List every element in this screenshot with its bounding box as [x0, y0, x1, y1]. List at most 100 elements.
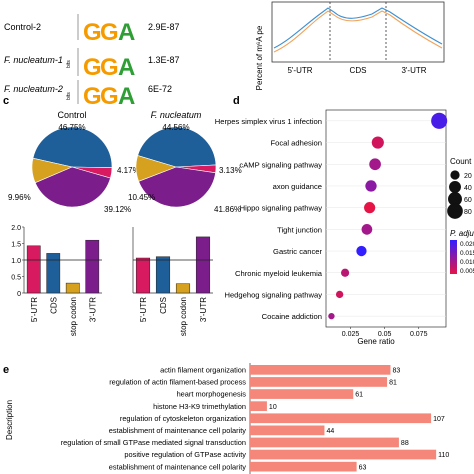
hbar: [250, 449, 437, 460]
bar: [175, 283, 191, 294]
legend-count-label: 60: [464, 197, 472, 204]
pie-label: 41.86%: [214, 205, 241, 214]
hbar-value-label: 44: [326, 428, 334, 435]
hbar-value-label: 10: [269, 404, 277, 411]
hbar-value-label: 83: [392, 368, 400, 375]
hbar-category-label: regulation of actin filament-based proce…: [109, 378, 246, 387]
motif-row-name: Control-2: [4, 22, 41, 32]
metagene-panel: Percent of m⁶A pe 5'-UTR CDS 3'-UTR: [255, 1, 445, 90]
hbar-category-label: histone H3-K9 trimethylation: [153, 402, 246, 411]
hbar-category-label: regulation of small GTPase mediated sign…: [61, 438, 246, 447]
dotplot-category-label: Cocaine addiction: [262, 312, 322, 321]
hbar-category-label: positive regulation of GTPase activity: [124, 450, 246, 459]
bar-category-label: CDS: [49, 297, 58, 314]
dotplot-category-label: axon guidance: [273, 182, 322, 191]
pie-label: 4.17%: [117, 166, 140, 175]
hbar: [250, 401, 267, 411]
hbar-ylabel: Description: [5, 400, 14, 440]
motif-row: F. nucleatum-1 1.3E-87 bits G G A: [4, 48, 180, 81]
bar-tick-label: 0.5: [11, 275, 21, 282]
hbar-value-label: 107: [433, 416, 445, 423]
motif-row-pvalue: 1.3E-87: [148, 55, 180, 65]
pie-slice: [31, 157, 73, 184]
hbar-category-label: heart morphogenesis: [177, 390, 247, 399]
dotplot-category-label: Hippo signaling pathway: [240, 204, 323, 213]
motif-row-name: F. nucleatum-2: [4, 84, 63, 94]
motif-row: F. nucleatum-2 6E-72 bits G G A: [4, 80, 172, 110]
legend-color-label: 0.005: [460, 268, 474, 275]
dotplot-point: [361, 224, 373, 235]
pie-title: F. nucleatum: [151, 110, 202, 120]
bar-tick-label: 1.5: [11, 242, 21, 249]
metagene-region-label: CDS: [350, 66, 367, 75]
bar: [135, 257, 151, 294]
motif-row-name: F. nucleatum-1: [4, 55, 63, 65]
pie-slice: [137, 126, 217, 168]
legend-color-label: 0.010: [460, 259, 474, 266]
hbar-value-label: 110: [438, 452, 449, 459]
bar-tick-label: 1.0: [11, 258, 21, 265]
legend-count-label: 40: [464, 185, 472, 192]
metagene-line-a: [273, 7, 443, 49]
hbar: [250, 365, 391, 375]
metagene-region-label: 3'-UTR: [401, 66, 426, 75]
dotplot-category-label: Herpes simplex virus 1 infection: [215, 117, 322, 126]
dotplot-point: [369, 158, 381, 171]
dotplot-tick-label: 0.025: [342, 331, 360, 338]
dotplot-category-label: Tight junction: [277, 225, 322, 234]
bar-tick-label: 0: [17, 291, 21, 298]
dotplot-point: [365, 180, 377, 192]
hbar: [250, 425, 325, 436]
motif-bits-label: bits: [66, 92, 72, 100]
hbar: [250, 377, 388, 387]
hbar-value-label: 81: [389, 380, 397, 387]
motif-logo-letter-g: G: [100, 54, 119, 81]
dotplot-tick-label: 0.075: [410, 331, 428, 338]
legend-color-title: P. adjust: [450, 229, 474, 238]
legend-count-dot: [447, 203, 463, 219]
dotplot-category-label: cAMP signaling pathway: [239, 160, 322, 169]
bar-category-label: 3'-UTR: [199, 297, 208, 322]
hbar: [250, 389, 354, 399]
bar: [65, 282, 80, 294]
pie-slice: [138, 166, 216, 208]
dotplot-category-label: Focal adhesion: [270, 139, 322, 148]
hbar-value-label: 88: [401, 440, 409, 447]
dotplot-point: [335, 290, 344, 299]
motif-logo-letter-a: A: [118, 19, 135, 46]
hbar-category-label: establishment of maintenance cell polari…: [109, 462, 247, 471]
panel-label-d: d: [233, 95, 240, 107]
bar-tick-label: 2.0: [11, 225, 21, 232]
bar-category-label: stop codon: [179, 297, 188, 336]
hbar: [250, 413, 432, 424]
motif-logo-letter-g: G: [83, 83, 102, 110]
pie-slice: [34, 166, 111, 208]
hbar-category-label: regulation of cytoskeleton organization: [120, 414, 246, 423]
pie-title: Control: [57, 110, 86, 120]
panel-e: Description actin filament organization 83…: [5, 363, 449, 474]
dotplot-category-label: Hedgehog signaling pathway: [224, 290, 322, 299]
dotplot-frame: [325, 109, 447, 328]
pie-label: 39.12%: [104, 205, 131, 214]
dotplot-point: [371, 136, 384, 149]
dotplot-category-label: Gastric cancer: [273, 247, 322, 256]
motif-logo-letter-a: A: [118, 54, 135, 81]
bar: [155, 256, 171, 294]
legend-count-dot: [450, 170, 460, 180]
legend-count-label: 80: [464, 209, 472, 216]
pie-slice: [135, 155, 177, 182]
bar-category-label: stop codon: [69, 297, 78, 336]
metagene-ylabel: Percent of m⁶A pe: [255, 25, 264, 90]
motif-logo-letter-g: G: [83, 54, 102, 81]
pie-label: 46.75%: [58, 123, 85, 132]
pie-slice: [32, 126, 113, 169]
dotplot-xlabel: Gene ratio: [357, 337, 395, 346]
bar: [195, 236, 211, 294]
hbar-category-label: establishment of maintenance cell polari…: [109, 426, 247, 435]
bar: [85, 239, 100, 294]
metagene-line-b: [273, 10, 443, 53]
hbar-value-label: 61: [355, 392, 363, 399]
motif-row-pvalue: 2.9E-87: [148, 22, 180, 32]
pie-label: 44.56%: [162, 123, 189, 132]
bar-category-label: 5'-UTR: [30, 297, 39, 322]
